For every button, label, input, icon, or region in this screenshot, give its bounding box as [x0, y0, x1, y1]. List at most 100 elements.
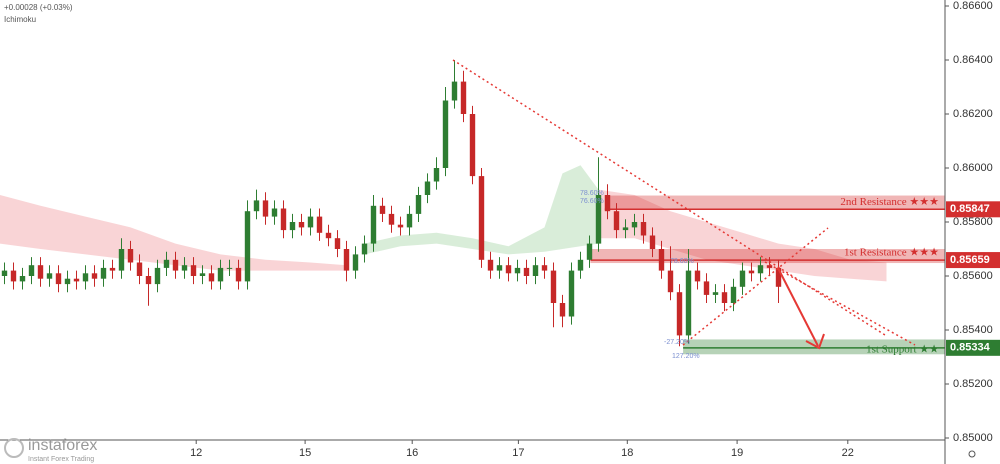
candle-body	[595, 195, 602, 244]
candle-body	[181, 265, 188, 271]
fib-label: 78.60%	[670, 258, 694, 265]
level-zone	[683, 339, 945, 355]
cloud	[364, 165, 599, 255]
candle-body	[613, 211, 620, 231]
trend-line	[764, 261, 916, 346]
candle-body	[667, 270, 674, 293]
candle-body	[235, 267, 242, 282]
candle-body	[136, 262, 143, 276]
candle-body	[379, 205, 386, 214]
candle-body	[550, 270, 557, 303]
candle-body	[352, 254, 359, 271]
candle-body	[676, 292, 683, 336]
price-tag	[946, 339, 1000, 356]
logo: instaforex Instant Forex Trading	[4, 437, 97, 463]
candle-body	[604, 195, 611, 212]
x-tick-label: 16	[406, 447, 418, 459]
candle-body	[262, 200, 269, 217]
candle-body	[361, 243, 368, 255]
price-tag-label: 0.85659	[950, 254, 990, 266]
x-tick-label: 22	[842, 447, 854, 459]
candle-body	[343, 249, 350, 271]
price-tag	[946, 252, 1000, 269]
candle-body	[739, 270, 746, 287]
candle-body	[370, 205, 377, 244]
candle-body	[568, 270, 575, 317]
x-tick-label: 15	[299, 447, 311, 459]
candle-body	[397, 224, 404, 228]
candle-body	[766, 265, 773, 268]
fib-label: -27.20%	[664, 339, 690, 346]
x-axis-bg	[0, 440, 945, 464]
level-name: 1st Support ★★	[866, 343, 939, 355]
candle-body	[406, 213, 413, 228]
candle-body	[10, 270, 17, 282]
candle-body	[280, 208, 287, 231]
brand-tagline: Instant Forex Trading	[28, 456, 94, 463]
logo-icon	[4, 438, 24, 458]
change-label: +0.00028 (+0.03%)	[4, 3, 73, 12]
candle-body	[82, 273, 89, 282]
candle-body	[442, 100, 449, 168]
y-tick-label: 0.85200	[953, 378, 993, 390]
brand-name: instaforex	[28, 437, 97, 454]
candle-body	[586, 243, 593, 260]
candle-body	[388, 213, 395, 225]
arrow-head	[805, 333, 825, 350]
price-tag-label: 0.85847	[950, 203, 990, 215]
y-tick-label: 0.86600	[953, 0, 993, 12]
candle-body	[775, 267, 782, 287]
candle-body	[91, 273, 98, 279]
indicator-label: Ichimoku	[4, 15, 36, 24]
y-tick-label: 0.86000	[953, 162, 993, 174]
candle-body	[271, 208, 278, 217]
candle-body	[145, 276, 152, 285]
candle-body	[118, 249, 125, 271]
settings-icon[interactable]	[968, 450, 976, 458]
candle-body	[100, 267, 107, 279]
candle-body	[199, 273, 206, 276]
plot	[1, 60, 782, 347]
arrow	[777, 267, 819, 347]
trend-lines	[452, 59, 916, 350]
x-tick-label: 19	[731, 447, 743, 459]
candle-body	[244, 211, 251, 282]
candle-body	[424, 181, 431, 195]
trend-line	[682, 227, 829, 346]
candle-body	[496, 265, 503, 271]
candle-body	[127, 249, 134, 263]
price-tags: 0.85847 0.85659 0.85334 0.85000 0.85200 0.854…	[190, 0, 1000, 459]
candle-body	[577, 259, 584, 271]
y-tick-label: 0.85000	[953, 432, 993, 444]
candle-body	[649, 235, 656, 249]
candle-body	[307, 216, 314, 228]
x-tick-label: 17	[512, 447, 524, 459]
y-tick-label: 0.85800	[953, 216, 993, 228]
candle-body	[73, 278, 80, 282]
fib-label: 127.20%	[672, 353, 700, 360]
candle-body	[541, 265, 548, 271]
candle-body	[46, 273, 53, 279]
candle-body	[298, 222, 305, 228]
price-tag-label: 0.85334	[950, 342, 991, 354]
candle-body	[316, 216, 323, 233]
candle-body	[334, 238, 341, 249]
candle-body	[640, 222, 647, 236]
candle-body	[559, 303, 566, 317]
level-zone	[604, 195, 945, 210]
candle-body	[19, 276, 26, 282]
candle-body	[28, 265, 35, 276]
candle-body	[208, 273, 215, 282]
y-tick-label: 0.86200	[953, 108, 993, 120]
candle-body	[154, 267, 161, 285]
candle-body	[37, 265, 44, 279]
candle-body	[451, 81, 458, 101]
candle-body	[469, 114, 476, 177]
candle-body	[415, 195, 422, 214]
candle-body	[460, 81, 467, 114]
candle-body	[226, 267, 233, 269]
fib-label: 78.60%	[580, 190, 604, 197]
level-name: 1st Resistance ★★★	[844, 247, 939, 259]
level-name: 2nd Resistance ★★★	[840, 196, 939, 208]
